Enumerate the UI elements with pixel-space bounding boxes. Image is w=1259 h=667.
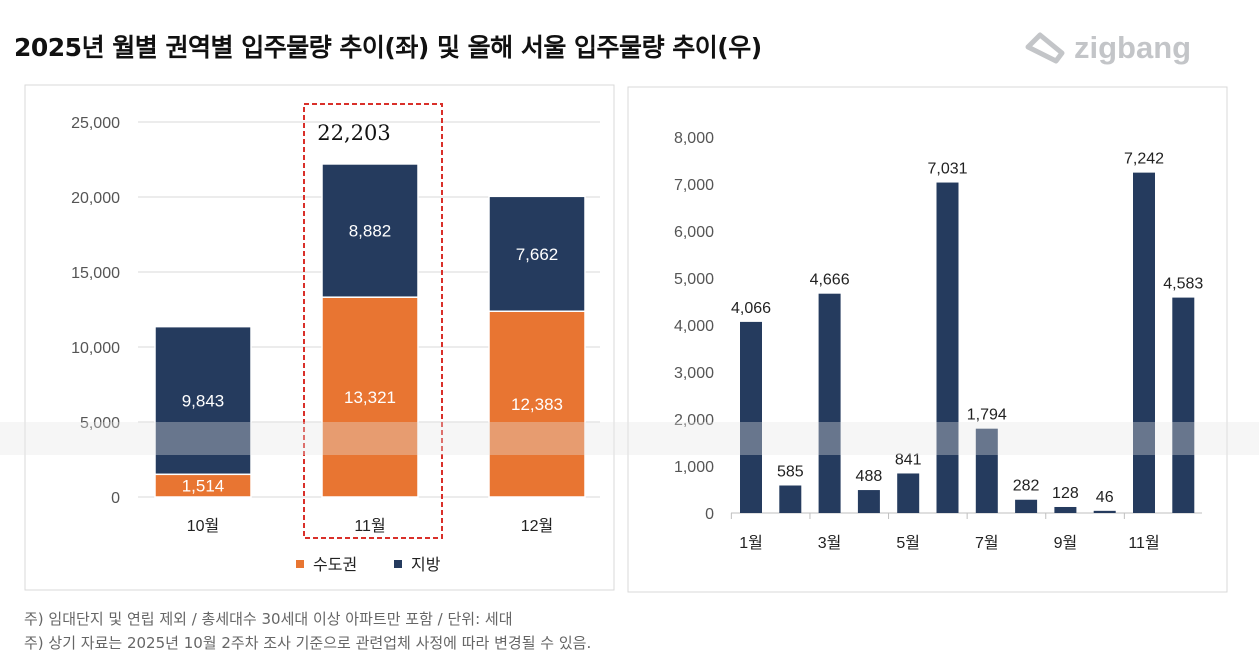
bar-value-label: 1,794 <box>967 407 1007 424</box>
logo-icon <box>1025 32 1065 64</box>
x-tick-label: 9월 <box>1054 534 1078 552</box>
bar-value-label: 4,583 <box>1163 276 1203 293</box>
bar-1월 <box>740 321 762 513</box>
bar-10월 <box>1093 510 1116 513</box>
bar-regional <box>321 163 419 298</box>
y-tick-label: 1,000 <box>674 459 714 476</box>
x-tick-label: 11월 <box>354 517 385 535</box>
bar-regional <box>154 325 252 476</box>
y-tick-label: 2,000 <box>674 412 714 429</box>
bar-capital <box>488 310 586 498</box>
bar-3월 <box>818 293 841 513</box>
footnote-2: 주) 상기 자료는 2025년 10월 2주차 조사 기준으로 관련업체 사정에… <box>24 634 592 652</box>
logo-text: zigbang <box>1074 30 1192 65</box>
total-annotation: 22,203 <box>317 121 390 145</box>
y-tick-label: 15,000 <box>71 265 120 282</box>
x-tick-label: 11월 <box>1128 534 1159 552</box>
bar-value-label: 46 <box>1096 489 1114 506</box>
y-tick-label: 7,000 <box>674 177 714 194</box>
y-tick-label: 5,000 <box>674 271 714 288</box>
legend-swatch-capital <box>296 560 304 568</box>
x-tick-label: 1월 <box>739 534 763 552</box>
bar-value-label: 7,031 <box>927 161 967 178</box>
bar-value-label: 8,882 <box>349 222 392 241</box>
page-title: 2025년 월별 권역별 입주물량 추이(좌) 및 올해 서울 입주물량 추이(… <box>14 33 762 62</box>
legend-label-regional: 지방 <box>411 556 441 574</box>
y-tick-label: 6,000 <box>674 224 714 241</box>
y-tick-label: 3,000 <box>674 365 714 382</box>
y-tick-label: 5,000 <box>80 415 120 432</box>
bar-value-label: 7,242 <box>1124 151 1164 168</box>
bar-capital <box>321 296 419 498</box>
x-tick-label: 5월 <box>896 534 920 552</box>
bar-8월 <box>1015 499 1038 513</box>
bar-11월 <box>1133 172 1155 513</box>
watermark-band <box>0 422 1259 455</box>
y-tick-label: 8,000 <box>674 130 714 147</box>
bar-2월 <box>779 485 802 513</box>
legend-label-capital: 수도권 <box>313 556 357 574</box>
bar-4월 <box>857 490 880 513</box>
y-tick-label: 25,000 <box>71 115 120 132</box>
bar-value-label: 1,514 <box>182 477 225 496</box>
zigbang-logo: zigbang <box>1022 30 1191 66</box>
footnote-1: 주) 임대단지 및 연립 제외 / 총세대수 30세대 이상 아파트만 포함 /… <box>24 610 513 628</box>
y-tick-label: 0 <box>111 490 120 507</box>
bar-value-label: 128 <box>1052 485 1079 502</box>
bar-value-label: 585 <box>777 464 804 481</box>
legend-swatch-regional <box>394 560 402 568</box>
bar-9월 <box>1054 506 1077 513</box>
highlight-box <box>303 103 443 539</box>
bar-value-label: 4,066 <box>731 300 771 317</box>
bar-value-label: 841 <box>895 451 922 468</box>
bar-regional <box>488 195 586 313</box>
x-tick-label: 7월 <box>975 534 999 552</box>
bar-5월 <box>897 473 920 513</box>
y-tick-label: 0 <box>705 506 714 523</box>
bar-value-label: 488 <box>856 468 883 485</box>
x-tick-label: 12월 <box>521 517 554 535</box>
right-chart-panel <box>627 86 1228 593</box>
bar-12월 <box>1172 297 1195 513</box>
bar-6월 <box>936 182 959 513</box>
bar-value-label: 4,666 <box>810 272 850 289</box>
bar-value-label: 282 <box>1013 478 1040 495</box>
bar-7월 <box>975 428 998 513</box>
y-tick-label: 10,000 <box>71 340 120 357</box>
bar-value-label: 7,662 <box>516 245 559 264</box>
y-tick-label: 4,000 <box>674 318 714 335</box>
bar-value-label: 9,843 <box>182 391 225 410</box>
bar-value-label: 12,383 <box>511 395 563 414</box>
bar-value-label: 13,321 <box>344 388 396 407</box>
x-tick-label: 3월 <box>818 534 842 552</box>
y-tick-label: 20,000 <box>71 190 120 207</box>
x-tick-label: 10월 <box>187 517 220 535</box>
